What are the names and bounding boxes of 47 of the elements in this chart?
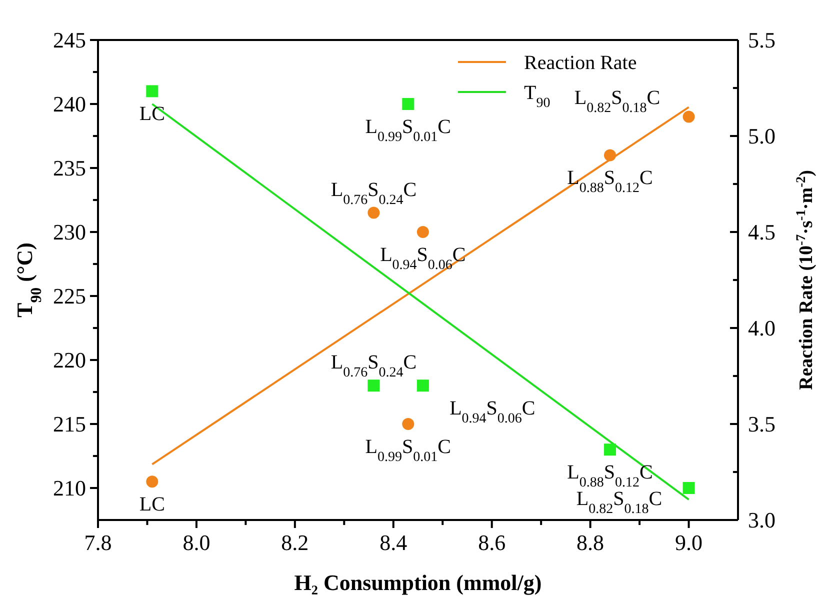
point — [416, 380, 429, 392]
x-tick-label: 8.8 — [576, 530, 604, 555]
point — [368, 380, 380, 392]
y2-tick-label: 4.0 — [748, 316, 776, 341]
y2-tick-label: 3.0 — [748, 508, 776, 533]
legend-label: T$_{90}$ — [524, 82, 550, 110]
y-tick-label: 215 — [53, 412, 86, 437]
x-axis-title: H₂ Consumption (mmol/g) — [294, 570, 542, 595]
y-tick-label: 225 — [53, 284, 86, 309]
x-tick-label: 8.2 — [281, 530, 309, 555]
point — [416, 226, 429, 238]
y2-tick-label: 4.5 — [748, 220, 776, 245]
data-label: L$_{0.76}$S$_{0.24}$C — [330, 352, 417, 380]
point — [682, 482, 695, 494]
y-tick-label: 220 — [53, 348, 86, 373]
point — [368, 206, 380, 219]
data-label: L$_{0.88}$S$_{0.12}$C — [567, 167, 653, 196]
data-label: L$_{0.88}$S$_{0.12}$C — [567, 462, 653, 490]
data-label: L$_{0.99}$S$_{0.01}$C — [365, 436, 451, 464]
y-tick-label: 210 — [53, 476, 86, 501]
y2-tick-label: 5.0 — [748, 124, 776, 149]
point — [604, 444, 616, 456]
data-label: L$_{0.82}$S$_{0.18}$C — [576, 488, 662, 516]
data-label: LC — [139, 494, 165, 516]
data-label: L$_{0.99}$S$_{0.01}$C — [365, 116, 451, 144]
x-tick-label: 9.0 — [675, 530, 703, 555]
data-label: L$_{0.82}$S$_{0.18}$C — [574, 86, 660, 116]
x-tick-label: 8.0 — [182, 530, 210, 555]
point — [402, 98, 414, 110]
x-tick-label: 8.6 — [478, 530, 506, 555]
y-tick-label: 235 — [53, 156, 86, 181]
point — [402, 418, 414, 430]
data-label: L$_{0.76}$S$_{0.24}$C — [330, 178, 417, 208]
y-tick-label: 240 — [53, 92, 86, 117]
data-label: LC — [139, 103, 165, 126]
x-tick-label: 8.4 — [380, 530, 408, 555]
y-tick-label: 230 — [53, 220, 86, 245]
data-label: L$_{0.94}$S$_{0.06}$C — [450, 398, 536, 426]
point — [146, 85, 158, 98]
point — [682, 110, 695, 123]
x-tick-label: 7.8 — [84, 530, 112, 555]
point — [146, 476, 158, 488]
point — [604, 149, 616, 162]
y2-tick-label: 5.5 — [748, 28, 776, 53]
y-tick-label: 245 — [53, 28, 86, 53]
y2-tick-label: 3.5 — [748, 412, 776, 437]
legend-label: Reaction Rate — [524, 52, 637, 74]
